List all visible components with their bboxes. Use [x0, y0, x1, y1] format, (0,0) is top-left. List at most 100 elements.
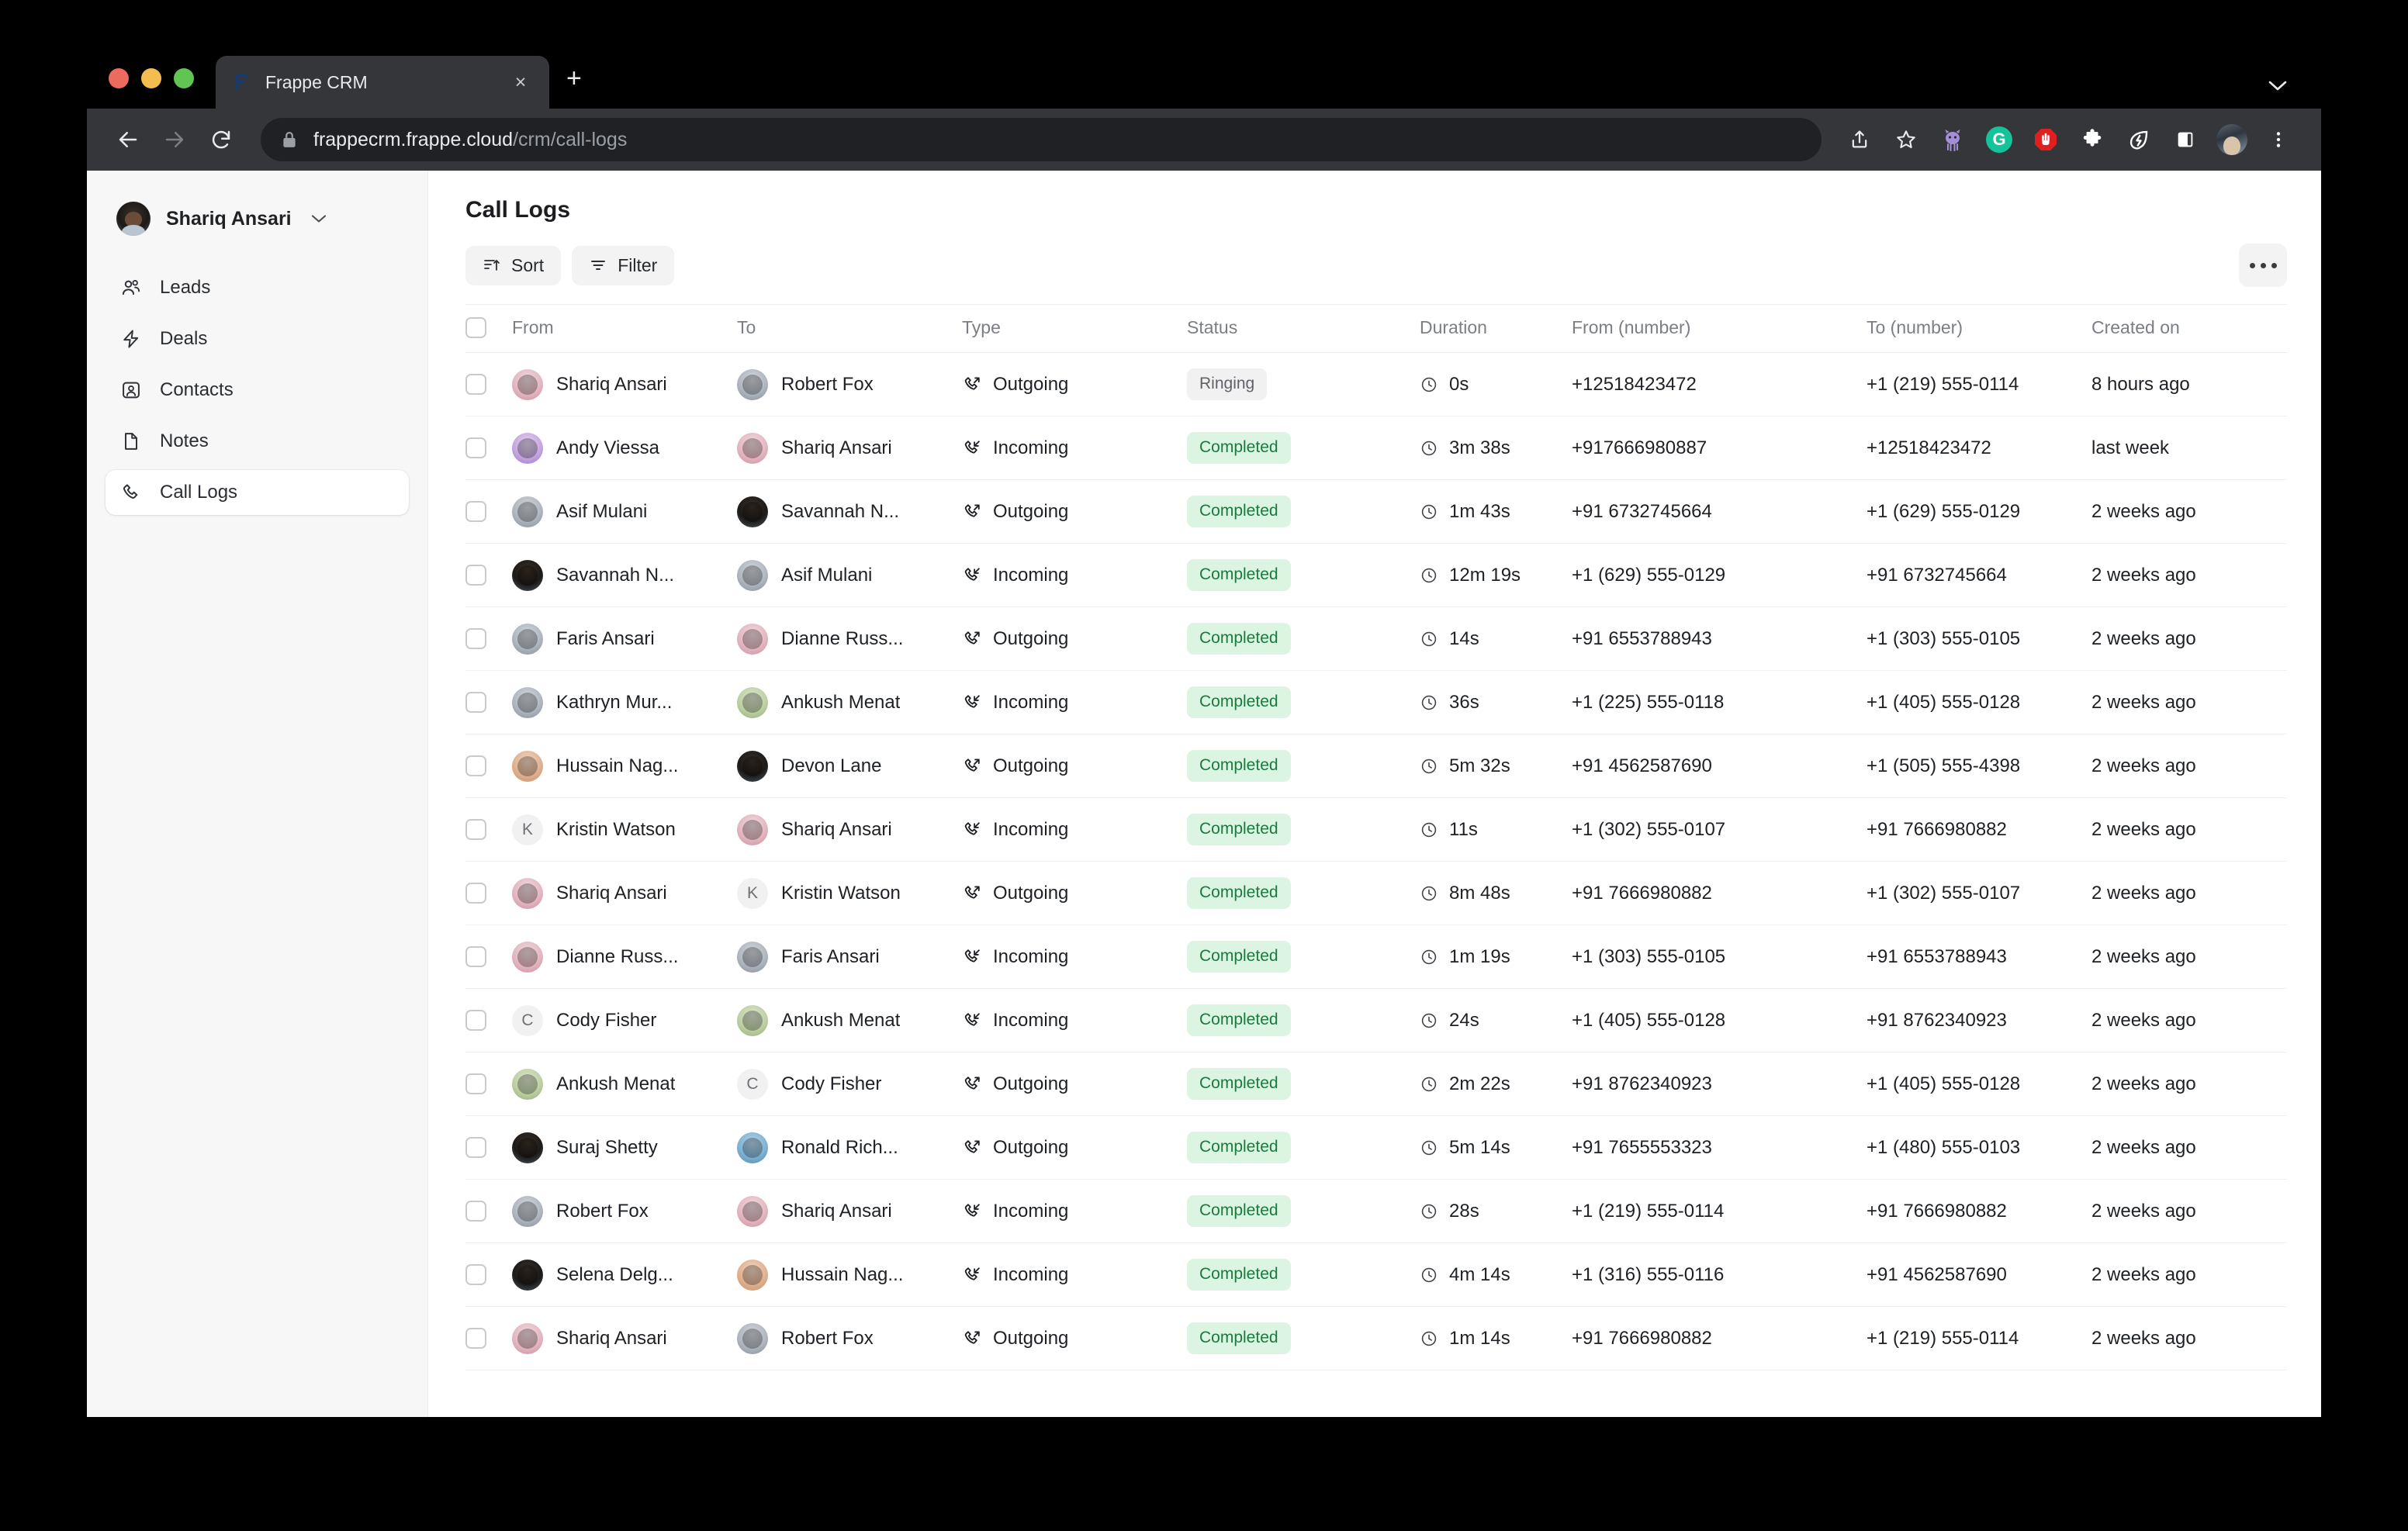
app-viewport: Shariq Ansari Leads Deals: [87, 171, 2321, 1417]
table-row[interactable]: Asif Mulani Savannah N... Outgoing Complete…: [465, 479, 2287, 544]
sort-button[interactable]: Sort: [465, 245, 562, 285]
column-header-to[interactable]: To: [737, 304, 962, 353]
call-logs-table-container: From To Type Status Duration From (numbe…: [428, 304, 2321, 1417]
row-checkbox[interactable]: [465, 1073, 486, 1094]
row-checkbox[interactable]: [465, 628, 486, 649]
table-row[interactable]: K Kristin Watson Shariq Ansari Incoming Comp…: [465, 797, 2287, 862]
table-row[interactable]: Faris Ansari Dianne Russ... Outgoing Comple…: [465, 607, 2287, 671]
table-row[interactable]: Selena Delg... Hussain Nag... Incoming Comp…: [465, 1242, 2287, 1307]
to-number-value: +1 (405) 555-0128: [1867, 1052, 2091, 1116]
row-checkbox[interactable]: [465, 883, 486, 904]
share-icon[interactable]: [1840, 120, 1879, 159]
column-header-to-number[interactable]: To (number): [1867, 304, 2091, 353]
table-row[interactable]: Dianne Russ... Faris Ansari Incoming Comple…: [465, 924, 2287, 989]
sidebar-item-call-logs[interactable]: Call Logs: [106, 470, 409, 515]
reload-icon[interactable]: [200, 119, 242, 161]
row-checkbox[interactable]: [465, 1264, 486, 1285]
avatar: [737, 1259, 768, 1291]
call-type-label: Incoming: [993, 564, 1069, 586]
close-tab-icon[interactable]: ×: [514, 71, 527, 93]
column-header-status[interactable]: Status: [1187, 304, 1420, 353]
created-on-value: 2 weeks ago: [2091, 861, 2287, 925]
table-row[interactable]: Shariq Ansari K Kristin Watson Outgoing Comp…: [465, 861, 2287, 925]
octocat-extension-icon[interactable]: [1933, 120, 1972, 159]
duration-value: 28s: [1449, 1200, 1479, 1222]
close-window-button[interactable]: [109, 68, 129, 88]
sidebar-item-contacts[interactable]: Contacts: [106, 368, 409, 413]
user-switcher[interactable]: Shariq Ansari: [106, 192, 409, 245]
clock-icon: [1420, 884, 1438, 903]
profile-avatar[interactable]: [2213, 120, 2251, 159]
maximize-window-button[interactable]: [174, 68, 194, 88]
three-dot-menu-icon[interactable]: [2259, 120, 2298, 159]
to-number-value: +1 (629) 555-0129: [1867, 479, 2091, 544]
back-arrow-icon[interactable]: [107, 119, 149, 161]
column-header-from[interactable]: From: [512, 304, 737, 353]
adblock-extension-icon[interactable]: [2026, 120, 2065, 159]
from-person-name: Cody Fisher: [556, 1009, 657, 1031]
row-checkbox[interactable]: [465, 565, 486, 586]
row-checkbox[interactable]: [465, 819, 486, 840]
call-type-label: Outgoing: [993, 755, 1069, 776]
duration-value: 4m 14s: [1449, 1263, 1510, 1285]
row-checkbox[interactable]: [465, 1010, 486, 1031]
avatar: [737, 559, 768, 591]
sidebar-item-deals[interactable]: Deals: [106, 316, 409, 361]
clock-icon: [1420, 375, 1438, 394]
to-person-name: Asif Mulani: [781, 564, 873, 586]
forward-arrow-icon[interactable]: [154, 119, 195, 161]
row-checkbox[interactable]: [465, 755, 486, 776]
column-header-type[interactable]: Type: [962, 304, 1187, 353]
side-panel-icon[interactable]: [2166, 120, 2205, 159]
chevron-down-icon[interactable]: [2267, 79, 2289, 93]
select-all-checkbox[interactable]: [465, 317, 486, 338]
new-tab-button[interactable]: +: [566, 64, 582, 93]
table-row[interactable]: C Cody Fisher Ankush Menat Incoming Complete…: [465, 988, 2287, 1052]
browser-tab[interactable]: Frappe CRM ×: [216, 56, 549, 109]
table-row[interactable]: Shariq Ansari Robert Fox Outgoing Completed…: [465, 1306, 2287, 1370]
from-person-name: Kristin Watson: [556, 818, 676, 840]
from-person-name: Asif Mulani: [556, 500, 648, 522]
column-header-from-number[interactable]: From (number): [1572, 304, 1867, 353]
column-header-created-on[interactable]: Created on: [2091, 304, 2287, 353]
row-checkbox[interactable]: [465, 1137, 486, 1158]
row-checkbox[interactable]: [465, 946, 486, 967]
to-person-name: Robert Fox: [781, 373, 874, 395]
table-row[interactable]: Shariq Ansari Robert Fox Outgoing Ringing 0s…: [465, 352, 2287, 416]
table-row[interactable]: Savannah N... Asif Mulani Incoming Complete…: [465, 543, 2287, 607]
outgoing-call-icon: [962, 1138, 982, 1158]
table-row[interactable]: Hussain Nag... Devon Lane Outgoing Complete…: [465, 734, 2287, 798]
row-checkbox[interactable]: [465, 437, 486, 458]
clock-icon: [1420, 1139, 1438, 1157]
table-row[interactable]: Andy Viessa Shariq Ansari Incoming Complete…: [465, 416, 2287, 480]
incoming-call-icon: [962, 565, 982, 586]
grammarly-extension-icon[interactable]: G: [1980, 120, 2019, 159]
sidebar-item-leads[interactable]: Leads: [106, 265, 409, 310]
more-options-button[interactable]: [2239, 244, 2287, 287]
address-bar[interactable]: frappecrm.frappe.cloud/crm/call-logs: [261, 118, 1822, 161]
from-person-name: Ankush Menat: [556, 1073, 676, 1094]
row-checkbox[interactable]: [465, 501, 486, 522]
row-checkbox[interactable]: [465, 1201, 486, 1222]
star-icon[interactable]: [1887, 120, 1925, 159]
avatar: [512, 1322, 543, 1354]
from-person-name: Shariq Ansari: [556, 882, 667, 904]
call-type-label: Outgoing: [993, 1136, 1069, 1158]
column-header-duration[interactable]: Duration: [1420, 304, 1572, 353]
table-row[interactable]: Robert Fox Shariq Ansari Incoming Completed…: [465, 1179, 2287, 1243]
row-checkbox[interactable]: [465, 374, 486, 395]
puzzle-extensions-icon[interactable]: [2073, 120, 2112, 159]
table-row[interactable]: Ankush Menat C Cody Fisher Outgoing Complete…: [465, 1052, 2287, 1116]
duration-value: 2m 22s: [1449, 1073, 1510, 1094]
filter-button[interactable]: Filter: [572, 245, 675, 285]
avatar: [512, 750, 543, 782]
table-row[interactable]: Kathryn Mur... Ankush Menat Incoming Comple…: [465, 670, 2287, 734]
minimize-window-button[interactable]: [141, 68, 161, 88]
row-checkbox[interactable]: [465, 692, 486, 713]
leaf-extension-icon[interactable]: [2119, 120, 2158, 159]
incoming-call-icon: [962, 1265, 982, 1285]
table-row[interactable]: Suraj Shetty Ronald Rich... Outgoing Comple…: [465, 1115, 2287, 1180]
outgoing-call-icon: [962, 1329, 982, 1349]
sidebar-item-notes[interactable]: Notes: [106, 419, 409, 464]
row-checkbox[interactable]: [465, 1328, 486, 1349]
